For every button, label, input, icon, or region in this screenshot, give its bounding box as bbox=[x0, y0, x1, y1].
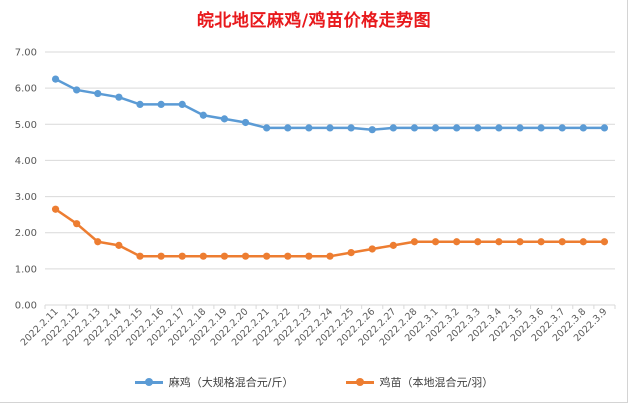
data-point-series-1 bbox=[157, 100, 165, 109]
data-point-series-2 bbox=[453, 238, 461, 246]
data-point-series-1 bbox=[368, 126, 376, 134]
data-point-series-2 bbox=[495, 238, 503, 246]
data-point-series-1 bbox=[94, 89, 102, 98]
data-point-series-1 bbox=[115, 93, 123, 101]
data-point-series-1 bbox=[284, 124, 292, 132]
legend-swatch-series-1 bbox=[134, 377, 163, 386]
data-point-series-2 bbox=[516, 238, 524, 246]
data-point-series-2 bbox=[347, 248, 355, 257]
legend-label-series-2: 鸡苗（本地混合元/羽） bbox=[379, 376, 494, 389]
data-point-series-1 bbox=[178, 100, 186, 109]
data-point-series-2 bbox=[474, 238, 482, 246]
data-point-series-1 bbox=[389, 124, 397, 132]
data-point-series-2 bbox=[136, 252, 144, 260]
data-point-series-2 bbox=[389, 241, 397, 249]
data-point-series-1 bbox=[305, 124, 313, 132]
data-point-series-2 bbox=[94, 238, 102, 246]
data-point-series-2 bbox=[326, 252, 334, 260]
y-tick-label: 6.00 bbox=[15, 84, 37, 95]
legend-label-series-1: 麻鸡（大规格混合元/斤） bbox=[168, 376, 294, 389]
data-point-series-1 bbox=[558, 124, 566, 132]
data-point-series-2 bbox=[220, 252, 229, 260]
data-point-series-2 bbox=[579, 238, 587, 246]
data-point-series-2 bbox=[178, 252, 186, 260]
legend: 麻鸡（大规格混合元/斤） 鸡苗（本地混合元/羽） bbox=[0, 374, 628, 390]
data-point-series-2 bbox=[305, 252, 313, 260]
data-point-series-2 bbox=[51, 205, 60, 213]
data-point-series-2 bbox=[410, 238, 419, 246]
data-point-series-1 bbox=[431, 124, 440, 132]
data-point-series-2 bbox=[284, 252, 292, 260]
data-point-series-1 bbox=[326, 124, 334, 132]
y-tick-label: 4.00 bbox=[15, 156, 37, 167]
data-point-series-2 bbox=[157, 252, 165, 260]
data-point-series-1 bbox=[199, 111, 207, 119]
data-point-series-2 bbox=[73, 220, 81, 228]
data-point-series-1 bbox=[579, 124, 587, 132]
data-point-series-1 bbox=[600, 124, 609, 132]
data-point-series-2 bbox=[263, 252, 271, 260]
data-point-series-2 bbox=[241, 252, 250, 260]
legend-swatch-series-2 bbox=[345, 377, 374, 386]
data-point-series-2 bbox=[115, 241, 123, 249]
data-point-series-1 bbox=[347, 124, 355, 132]
data-point-series-1 bbox=[516, 124, 524, 132]
data-point-series-2 bbox=[537, 238, 545, 246]
y-tick-label: 1.00 bbox=[15, 264, 37, 275]
data-point-series-1 bbox=[453, 124, 461, 132]
y-tick-label: 7.00 bbox=[15, 48, 37, 59]
y-tick-label: 0.00 bbox=[15, 301, 37, 312]
legend-item-series-1: 麻鸡（大规格混合元/斤） bbox=[134, 374, 294, 390]
data-point-series-1 bbox=[263, 124, 271, 132]
data-point-series-1 bbox=[495, 124, 503, 132]
data-point-series-1 bbox=[73, 86, 81, 94]
data-point-series-1 bbox=[474, 124, 482, 132]
data-point-series-1 bbox=[136, 100, 144, 109]
data-point-series-2 bbox=[600, 238, 609, 246]
data-point-series-2 bbox=[368, 245, 376, 253]
data-point-series-1 bbox=[51, 75, 60, 83]
data-point-series-1 bbox=[537, 124, 545, 132]
data-point-series-2 bbox=[199, 252, 207, 260]
y-tick-label: 2.00 bbox=[15, 228, 37, 239]
y-tick-label: 5.00 bbox=[15, 120, 37, 131]
data-point-series-2 bbox=[558, 238, 566, 246]
y-tick-label: 3.00 bbox=[15, 192, 37, 203]
legend-item-series-2: 鸡苗（本地混合元/羽） bbox=[345, 374, 494, 390]
chart-title: 皖北地区麻鸡/鸡苗价格走势图 bbox=[196, 11, 432, 31]
data-point-series-1 bbox=[220, 115, 229, 123]
data-point-series-2 bbox=[431, 238, 440, 246]
data-point-series-1 bbox=[410, 124, 419, 132]
data-point-series-1 bbox=[241, 118, 250, 127]
